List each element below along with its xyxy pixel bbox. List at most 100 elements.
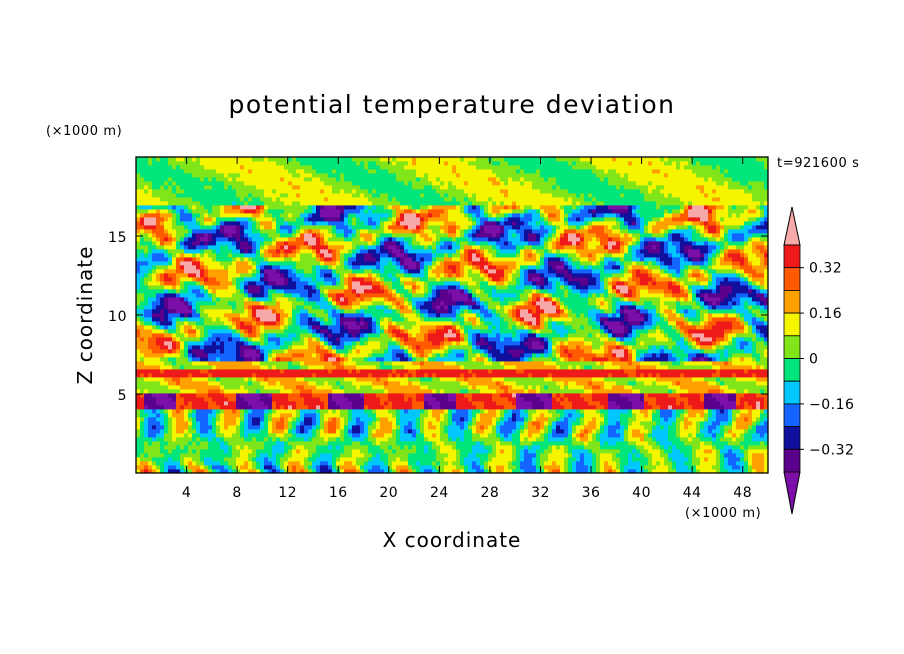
heatmap-cell — [584, 385, 589, 390]
heatmap-cell — [140, 345, 145, 350]
heatmap-cell — [628, 365, 633, 370]
heatmap-cell — [308, 449, 313, 454]
heatmap-cell — [764, 357, 768, 362]
heatmap-cell — [648, 377, 653, 382]
heatmap-cell — [472, 461, 477, 466]
heatmap-cell — [152, 353, 157, 358]
heatmap-cell — [316, 357, 321, 362]
heatmap-cell — [396, 369, 401, 374]
heatmap-cell — [360, 365, 365, 370]
heatmap-cell — [716, 377, 721, 382]
heatmap-cell — [520, 353, 525, 358]
heatmap-cell — [208, 445, 213, 450]
heatmap-cell — [368, 361, 373, 366]
heatmap-cell — [608, 393, 613, 398]
heatmap-cell — [160, 421, 165, 426]
heatmap-cell — [180, 441, 185, 446]
heatmap-cell — [332, 417, 337, 422]
heatmap-cell — [284, 417, 289, 422]
heatmap-cell — [544, 369, 549, 374]
heatmap-cell — [168, 469, 173, 473]
heatmap-cell — [224, 469, 229, 473]
heatmap-cell — [392, 381, 397, 386]
heatmap-cell — [756, 465, 761, 470]
heatmap-cell — [140, 369, 145, 374]
heatmap-cell — [672, 393, 677, 398]
heatmap-cell — [688, 381, 693, 386]
heatmap-cell — [420, 437, 425, 442]
heatmap-cell — [616, 429, 621, 434]
heatmap-cell — [348, 441, 353, 446]
heatmap-cell — [592, 361, 597, 366]
heatmap-cell — [148, 421, 153, 426]
heatmap-cell — [248, 457, 253, 462]
heatmap-cell — [524, 389, 529, 394]
heatmap-cell — [164, 469, 169, 473]
heatmap-cell — [564, 457, 569, 462]
heatmap-cell — [632, 453, 637, 458]
heatmap-cell — [672, 437, 677, 442]
heatmap-cell — [424, 429, 429, 434]
heatmap-cell — [524, 349, 529, 354]
heatmap-cell — [292, 465, 297, 470]
heatmap-cell — [328, 417, 333, 422]
heatmap-cell — [620, 373, 625, 378]
heatmap-cell — [288, 397, 293, 402]
heatmap-cell — [644, 405, 649, 410]
heatmap-cell — [520, 457, 525, 462]
heatmap-cell — [164, 429, 169, 434]
heatmap-cell — [516, 437, 521, 442]
heatmap-cell — [304, 409, 309, 414]
heatmap-cell — [324, 381, 329, 386]
heatmap-cell — [444, 385, 449, 390]
heatmap-cell — [440, 385, 445, 390]
heatmap-cell — [552, 357, 557, 362]
heatmap-cell — [492, 425, 497, 430]
heatmap-cell — [568, 365, 573, 370]
heatmap-cell — [184, 389, 189, 394]
heatmap-cell — [444, 461, 449, 466]
heatmap-cell — [220, 433, 225, 438]
heatmap-cell — [500, 397, 505, 402]
heatmap-cell — [436, 373, 441, 378]
heatmap-cell — [412, 469, 417, 473]
heatmap-cell — [536, 377, 541, 382]
heatmap-cell — [368, 445, 373, 450]
heatmap-cell — [348, 461, 353, 466]
heatmap-cell — [392, 453, 397, 458]
heatmap-cell — [528, 453, 533, 458]
heatmap-cell — [332, 469, 337, 473]
heatmap-cell — [296, 433, 301, 438]
heatmap-cell — [508, 449, 513, 454]
heatmap-cell — [616, 389, 621, 394]
heatmap-cell — [164, 401, 169, 406]
heatmap-cell — [560, 465, 565, 470]
heatmap-cell — [612, 429, 617, 434]
heatmap-cell — [584, 421, 589, 426]
heatmap-cell — [344, 357, 349, 362]
heatmap-cell — [352, 441, 357, 446]
heatmap-cell — [496, 353, 501, 358]
heatmap-cell — [536, 433, 541, 438]
heatmap-cell — [208, 369, 213, 374]
heatmap-cell — [144, 453, 149, 458]
heatmap-cell — [508, 353, 513, 358]
heatmap-cell — [180, 469, 185, 473]
heatmap-cell — [472, 405, 477, 410]
heatmap-cell — [560, 357, 565, 362]
heatmap-cell — [328, 349, 333, 354]
heatmap-cell — [604, 461, 609, 466]
heatmap-cell — [660, 433, 665, 438]
heatmap-cell — [172, 457, 177, 462]
heatmap-cell — [296, 345, 301, 350]
heatmap-cell — [600, 421, 605, 426]
heatmap-cell — [384, 461, 389, 466]
heatmap-cell — [484, 445, 489, 450]
heatmap-cell — [708, 369, 713, 374]
heatmap-cell — [304, 465, 309, 470]
heatmap-cell — [668, 413, 673, 418]
heatmap-cell — [736, 369, 741, 374]
heatmap-cell — [164, 377, 169, 382]
heatmap-cell — [340, 397, 345, 402]
heatmap-cell — [552, 393, 557, 398]
